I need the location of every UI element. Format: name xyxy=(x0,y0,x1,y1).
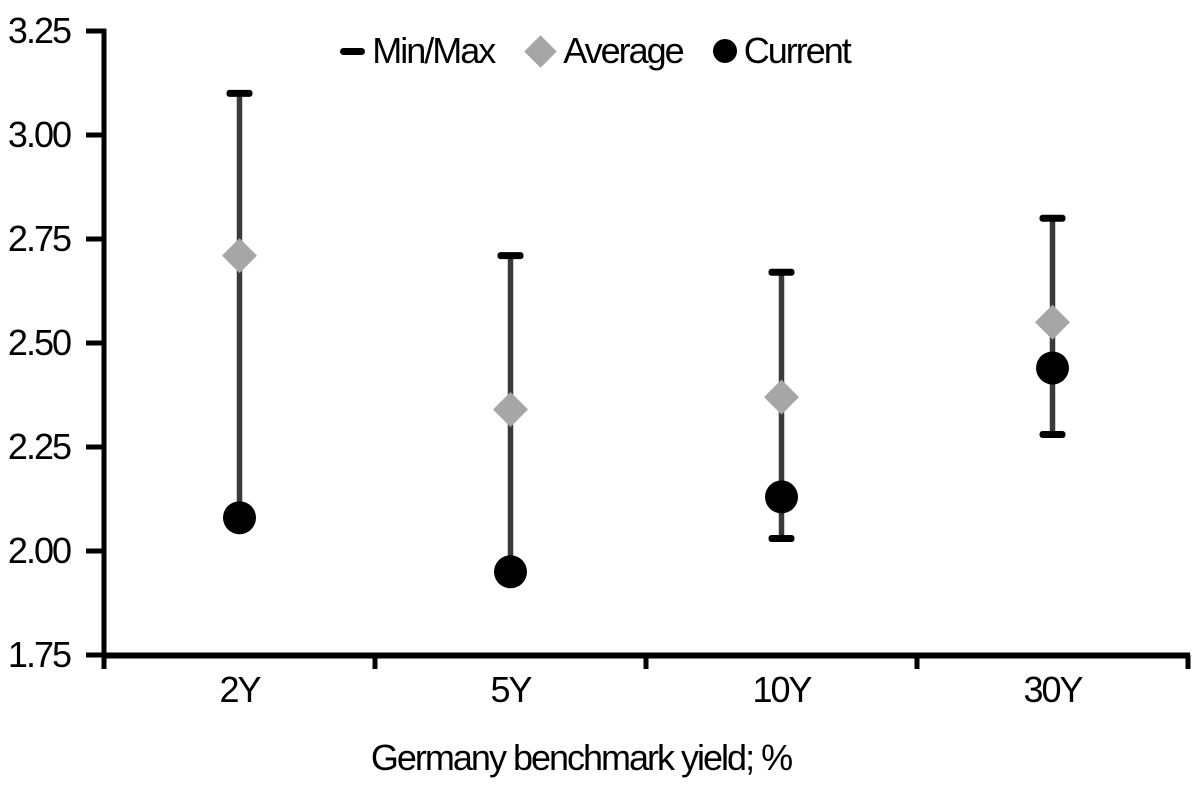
dash-icon xyxy=(340,47,366,55)
y-tick-label: 2.75 xyxy=(8,218,71,259)
diamond-icon xyxy=(524,34,557,68)
max-cap xyxy=(768,268,795,276)
current-circle xyxy=(1036,351,1069,385)
min-cap xyxy=(1039,431,1066,439)
legend-item-current: Current xyxy=(712,30,852,72)
y-tick-label: 2.50 xyxy=(8,322,71,363)
x-axis-title: Germany benchmark yield; % xyxy=(371,737,792,778)
legend-item-minmax: Min/Max xyxy=(340,30,496,72)
average-diamond xyxy=(764,379,799,415)
current-circle xyxy=(494,555,527,589)
legend-label-minmax: Min/Max xyxy=(372,30,496,71)
legend-item-average: Average xyxy=(524,30,685,72)
average-diamond xyxy=(222,238,257,274)
average-diamond xyxy=(493,392,528,428)
x-ticks xyxy=(101,655,1191,669)
max-cap xyxy=(497,252,524,260)
x-category-labels: 2Y 5Y 10Y 30Y xyxy=(219,669,1085,710)
x-category-label: 30Y xyxy=(1023,669,1083,710)
circle-icon xyxy=(712,39,737,63)
legend-label-current: Current xyxy=(743,30,852,71)
max-cap xyxy=(226,89,253,97)
current-circle xyxy=(765,480,798,514)
average-diamond xyxy=(1035,304,1070,340)
x-category-label: 2Y xyxy=(219,669,261,710)
x-category-label: 5Y xyxy=(490,669,532,710)
max-cap xyxy=(1039,214,1066,222)
legend-label-average: Average xyxy=(563,30,684,71)
chart-legend: Min/Max Average Current xyxy=(0,30,1200,72)
current-circle xyxy=(223,501,256,535)
data-marks xyxy=(222,89,1070,589)
y-tick-label: 3.00 xyxy=(8,114,71,155)
y-tick-label: 2.25 xyxy=(8,426,71,467)
min-cap xyxy=(768,535,795,543)
y-tick-labels: 3.25 3.00 2.75 2.50 2.25 2.00 1.75 xyxy=(8,10,73,675)
x-category-label: 10Y xyxy=(752,669,812,710)
y-tick-label: 3.25 xyxy=(8,10,71,51)
y-tick-label: 2.00 xyxy=(8,530,71,571)
y-tick-label: 1.75 xyxy=(8,634,71,675)
